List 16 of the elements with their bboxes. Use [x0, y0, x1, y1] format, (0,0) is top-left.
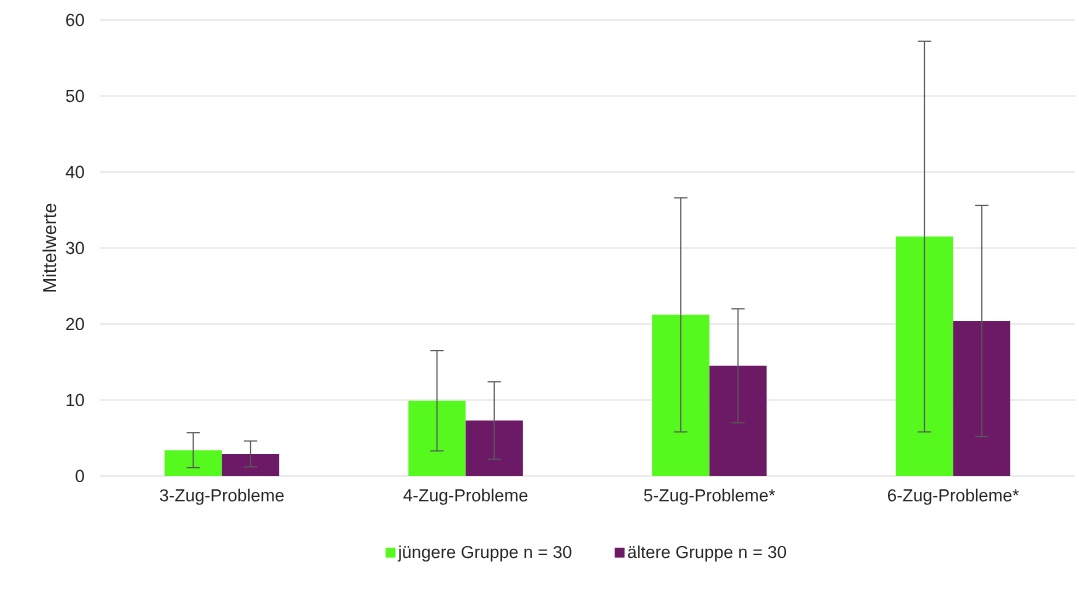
y-tick-label: 30 [66, 241, 84, 255]
legend-label: jüngere Gruppe n = 30 [397, 545, 572, 562]
x-tick-label: 6-Zug-Probleme* [888, 488, 1019, 505]
y-tick-label: 10 [66, 393, 84, 407]
bar [164, 450, 222, 476]
legend-label: ältere Gruppe n = 30 [627, 545, 787, 562]
x-tick-label: 3-Zug-Probleme [159, 488, 284, 505]
y-tick-label: 50 [66, 89, 84, 103]
y-tick-label: 0 [75, 469, 84, 483]
y-tick-label: 60 [66, 13, 84, 27]
y-tick-label: 20 [66, 317, 84, 331]
y-tick-label: 40 [65, 165, 84, 179]
bar [221, 453, 280, 476]
y-axis-title: Mittelwerte [42, 203, 57, 292]
x-tick-label: 5-Zug-Probleme* [644, 488, 776, 505]
x-tick-label: 4-Zug-Probleme [403, 488, 528, 505]
